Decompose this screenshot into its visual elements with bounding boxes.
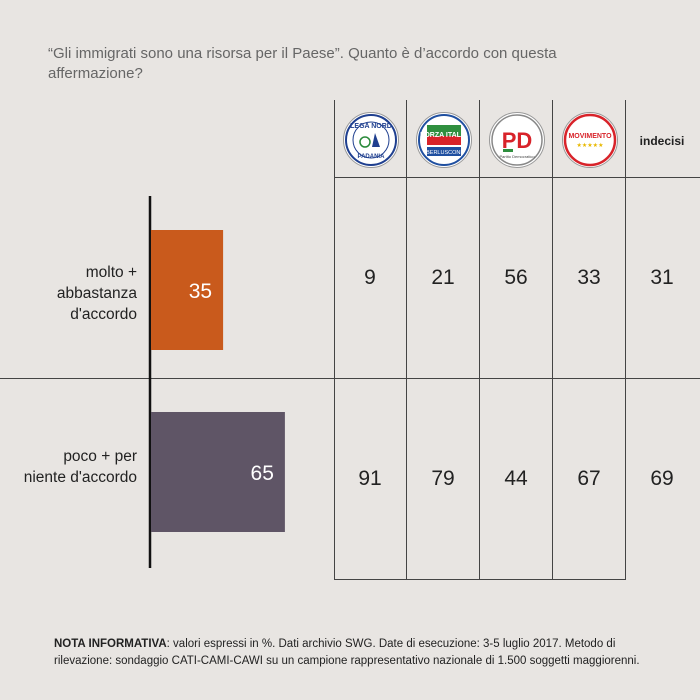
table-header-divider — [334, 177, 700, 178]
table-gridline — [625, 100, 626, 580]
table-cell: 33 — [577, 266, 601, 289]
table-cell: 91 — [358, 467, 382, 490]
table-cell: 31 — [650, 266, 674, 289]
table-gridline — [406, 100, 407, 580]
table-gridline — [479, 100, 480, 580]
undecided-column-header: indecisi — [639, 134, 685, 148]
movimento-5-stelle-logo-icon: MOVIMENTO ★★★★★ — [562, 112, 618, 168]
table-cell: 21 — [431, 266, 455, 289]
row-label-disagree: poco + per niente d'accordo — [17, 446, 137, 488]
svg-text:BERLUSCONI: BERLUSCONI — [426, 150, 462, 156]
row-label-disagree-text: poco + per niente d'accordo — [23, 448, 137, 486]
row-label-agree: molto + abbastanza d'accordo — [17, 262, 137, 325]
table-cell: 67 — [577, 467, 601, 490]
bar — [151, 412, 285, 532]
row-label-agree-text: molto + abbastanza d'accordo — [56, 264, 137, 323]
results-table: LEGA NORD PADANIA FORZA ITALIA BERLUSCON… — [334, 100, 700, 580]
table-cell: 79 — [431, 467, 455, 490]
bar — [151, 230, 224, 350]
bar-value-label: 65 — [251, 462, 274, 485]
svg-text:Partito Democratico: Partito Democratico — [499, 154, 535, 159]
pd-logo-icon: PD Partito Democratico — [489, 112, 545, 168]
table-gridline — [334, 100, 335, 580]
table-cell: 9 — [364, 266, 376, 289]
row-divider — [0, 378, 700, 379]
svg-text:★★★★★: ★★★★★ — [577, 142, 604, 149]
table-bottom-border — [334, 579, 625, 580]
note-text: : valori espressi in %. Dati archivio SW… — [54, 638, 640, 667]
table-cell: 56 — [504, 266, 528, 289]
bar-chart: 35 65 — [148, 196, 285, 568]
table-cell: 69 — [650, 467, 674, 490]
bar-value-label: 35 — [189, 280, 212, 303]
table-gridline — [552, 100, 553, 580]
svg-text:FORZA ITALIA: FORZA ITALIA — [420, 132, 468, 139]
svg-text:LEGA NORD: LEGA NORD — [350, 123, 392, 130]
note-label: NOTA INFORMATIVA — [54, 638, 167, 650]
table-cell: 44 — [504, 467, 528, 490]
svg-text:PD: PD — [502, 128, 533, 153]
svg-text:PADANIA: PADANIA — [358, 154, 386, 160]
forza-italia-logo-icon: FORZA ITALIA BERLUSCONI — [416, 112, 472, 168]
survey-question: “Gli immigrati sono una risorsa per il P… — [48, 45, 557, 82]
lega-nord-logo-icon: LEGA NORD PADANIA — [343, 112, 399, 168]
svg-text:MOVIMENTO: MOVIMENTO — [568, 133, 612, 140]
informative-note: NOTA INFORMATIVA: valori espressi in %. … — [54, 636, 674, 670]
